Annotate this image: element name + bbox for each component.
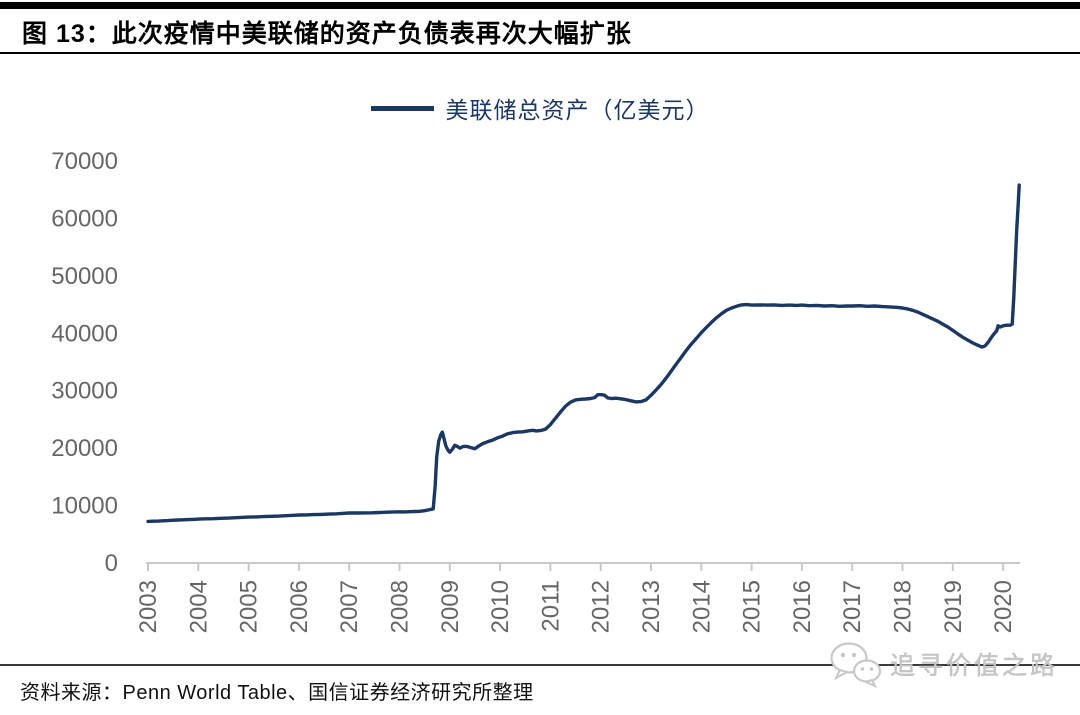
x-tick-label: 2019 <box>940 580 967 633</box>
series-line-fed-total-assets <box>146 183 1021 524</box>
x-tick-label: 2006 <box>286 580 313 633</box>
y-tick-label: 70000 <box>51 148 118 175</box>
title-underline <box>0 52 1080 54</box>
x-tick-label: 2011 <box>537 580 564 632</box>
x-tick-label: 2018 <box>890 580 917 633</box>
figure-title: 图 13：此次疫情中美联储的资产负债表再次大幅扩张 <box>22 20 632 48</box>
top-divider-bar <box>0 2 1080 9</box>
y-tick-label: 40000 <box>51 320 118 347</box>
x-tick-label: 2003 <box>135 580 162 633</box>
legend-line-swatch <box>370 105 434 111</box>
x-tick-label: 2004 <box>185 580 212 633</box>
y-tick-label: 0 <box>105 550 118 577</box>
x-tick-label: 2009 <box>437 580 464 633</box>
source-note: 资料来源：Penn World Table、国信证券经济研究所整理 <box>20 682 534 704</box>
footer-divider-line <box>0 664 1080 666</box>
x-tick-label: 2008 <box>387 580 414 633</box>
watermark: 追寻价值之路 <box>828 638 1074 690</box>
y-tick-label: 50000 <box>51 263 118 290</box>
y-tick-label: 10000 <box>51 493 118 520</box>
x-tick-label: 2010 <box>487 580 514 633</box>
x-tick-label: 2017 <box>839 580 866 633</box>
x-tick-label: 2015 <box>739 580 766 633</box>
y-tick-label: 20000 <box>51 435 118 462</box>
y-tick-label: 30000 <box>51 378 118 405</box>
legend-label: 美联储总资产（亿美元） <box>445 97 710 123</box>
wechat-icon <box>830 642 882 688</box>
watermark-text: 追寻价值之路 <box>890 652 1059 681</box>
y-tick-label: 60000 <box>51 205 118 232</box>
x-tick-label: 2016 <box>789 580 816 633</box>
x-tick-label: 2020 <box>990 580 1017 633</box>
x-tick-label: 2013 <box>638 580 665 633</box>
x-tick-label: 2007 <box>336 580 363 633</box>
chart-legend: 美联储总资产（亿美元） <box>0 91 1080 125</box>
x-tick-label: 2014 <box>688 580 715 633</box>
x-tick-label: 2005 <box>236 580 263 633</box>
x-tick-label: 2012 <box>588 580 615 633</box>
